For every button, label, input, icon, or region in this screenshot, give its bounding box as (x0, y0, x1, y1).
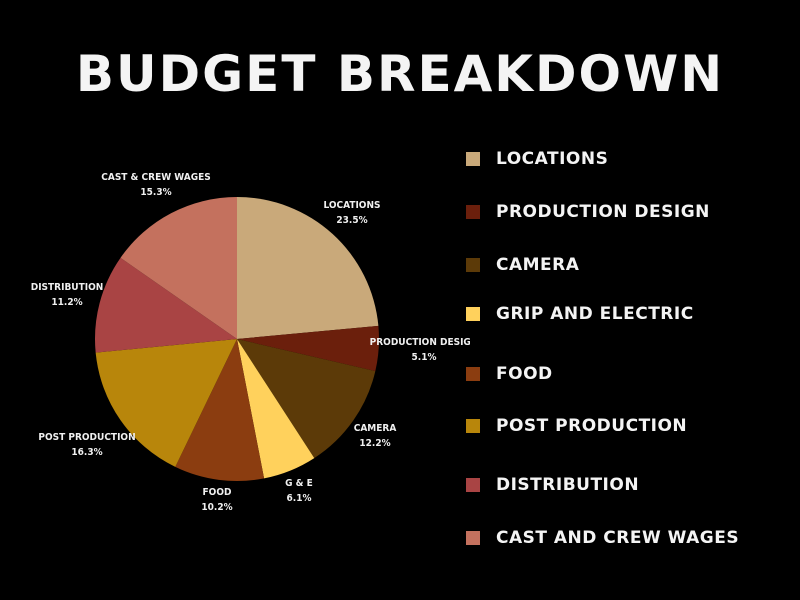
slice-value-production-design: 5.1% (412, 352, 437, 363)
legend-swatch-food (466, 367, 480, 381)
slice-value-locations: 23.5% (336, 215, 367, 226)
slice-value-food: 10.2% (201, 502, 232, 513)
slice-value-cast-and-crew-wages: 15.3% (140, 187, 171, 198)
legend-swatch-camera (466, 258, 480, 272)
legend-item-locations: LOCATIONS (466, 144, 608, 174)
pie-chart: LOCATIONS 23.5% PRODUCTION DESIGN 5.1% CAMER… (31, 172, 470, 513)
legend-item-production-design: PRODUCTION DESIGN (466, 197, 710, 227)
slice-label-post-production: POST PRODUCTION (38, 432, 135, 443)
slice-label-distribution: DISTRIBUTION (31, 282, 104, 293)
slice-label-cast-and-crew-wages: CAST & CREW WAGES (101, 172, 210, 183)
pie-slices (95, 197, 379, 481)
legend-label-cast-and-crew-wages: CAST AND CREW WAGES (496, 528, 740, 548)
legend-item-food: FOOD (466, 359, 553, 389)
legend-swatch-cast-and-crew-wages (466, 531, 480, 545)
legend-label-camera: CAMERA (496, 255, 580, 275)
legend-label-grip-and-electric: GRIP AND ELECTRIC (496, 304, 694, 324)
chart-title: BUDGET BREAKDOWN (75, 45, 725, 103)
legend-item-grip-and-electric: GRIP AND ELECTRIC (466, 299, 694, 329)
slice-value-g-and-e: 6.1% (287, 493, 312, 504)
pie-slice-g-and-e (237, 339, 315, 479)
pie-slice-cast-and-crew-wages (120, 197, 237, 339)
legend-label-post-production: POST PRODUCTION (496, 416, 688, 436)
legend-swatch-post-production (466, 419, 480, 433)
pie-slice-food (175, 339, 265, 481)
slice-label-g-and-e: G & E (285, 478, 313, 489)
legend-item-distribution: DISTRIBUTION (466, 470, 639, 500)
slice-label-food: FOOD (203, 487, 232, 498)
slice-value-camera: 12.2% (359, 438, 390, 449)
legend-swatch-locations (466, 152, 480, 166)
slice-label-locations: LOCATIONS (324, 200, 381, 211)
legend-item-cast-and-crew-wages: CAST AND CREW WAGES (466, 523, 739, 553)
legend-label-locations: LOCATIONS (496, 149, 609, 169)
legend-swatch-production-design (466, 205, 480, 219)
slice-value-post-production: 16.3% (71, 447, 102, 458)
slice-value-distribution: 11.2% (51, 297, 82, 308)
pie-slice-post-production (95, 339, 237, 467)
pie-labels: LOCATIONS 23.5% PRODUCTION DESIGN 5.1% CAMER… (31, 172, 470, 513)
legend-label-food: FOOD (496, 364, 553, 384)
pie-slice-production-design (237, 325, 379, 372)
pie-slice-camera (237, 339, 376, 459)
legend-label-production-design: PRODUCTION DESIGN (496, 202, 710, 222)
legend-swatch-distribution (466, 478, 480, 492)
legend-item-camera: CAMERA (466, 250, 579, 280)
legend-label-distribution: DISTRIBUTION (496, 475, 640, 495)
legend-item-post-production: POST PRODUCTION (466, 411, 687, 441)
legend-swatch-grip-and-electric (466, 307, 480, 321)
slice-label-production-design: PRODUCTION DESIGN (370, 337, 470, 348)
pie-slice-distribution (95, 257, 237, 353)
slice-label-camera: CAMERA (354, 423, 397, 434)
pie-slice-locations (237, 197, 379, 339)
